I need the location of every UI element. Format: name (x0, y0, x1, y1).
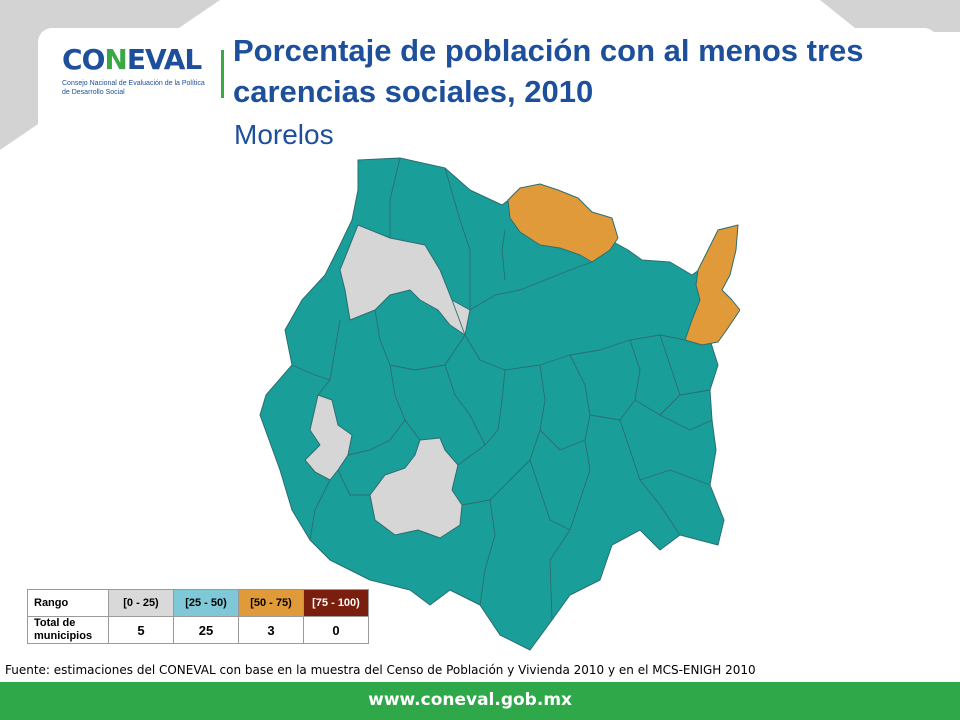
coneval-logo: CONEVAL Consejo Nacional de Evaluación d… (62, 44, 212, 106)
footer-bar: www.coneval.gob.mx (0, 682, 960, 720)
legend-count-1: 25 (173, 616, 239, 644)
legend-count-0: 5 (108, 616, 174, 644)
legend-row-count: Total de municipios 5 25 3 0 (27, 616, 369, 644)
map-region-orange-east (684, 224, 740, 346)
map-region-gray-west (304, 394, 353, 481)
map-region-orange-north (507, 183, 619, 263)
title-divider (221, 50, 224, 98)
map-region-gray-south (369, 437, 463, 539)
top-right-corner-decoration (820, 0, 960, 32)
morelos-map (259, 157, 740, 651)
legend-range-label: Rango (27, 589, 109, 617)
logo-subtitle: Consejo Nacional de Evaluación de la Pol… (62, 80, 205, 96)
page-title: Porcentaje de población con al menos tre… (233, 33, 864, 109)
legend-range-2: [50 - 75) (238, 589, 304, 617)
legend-table: Rango [0 - 25) [25 - 50) [50 - 75) [75 -… (27, 589, 369, 644)
footer-url-link[interactable]: www.coneval.gob.mx (368, 690, 572, 710)
legend-range-0: [0 - 25) (108, 589, 174, 617)
legend-count-2: 3 (238, 616, 304, 644)
map-region-gray-north (339, 224, 471, 336)
header-card (38, 28, 938, 138)
legend-count-label: Total de municipios (27, 616, 109, 644)
legend-count-3: 0 (303, 616, 369, 644)
legend-range-1: [25 - 50) (173, 589, 239, 617)
legend-range-3: [75 - 100) (303, 589, 369, 617)
source-note: Fuente: estimaciones del CONEVAL con bas… (5, 663, 756, 677)
page-subtitle: Morelos (234, 119, 334, 150)
legend-row-range: Rango [0 - 25) [25 - 50) [50 - 75) [75 -… (27, 589, 369, 617)
logo-wordmark: CONEVAL (62, 43, 202, 76)
